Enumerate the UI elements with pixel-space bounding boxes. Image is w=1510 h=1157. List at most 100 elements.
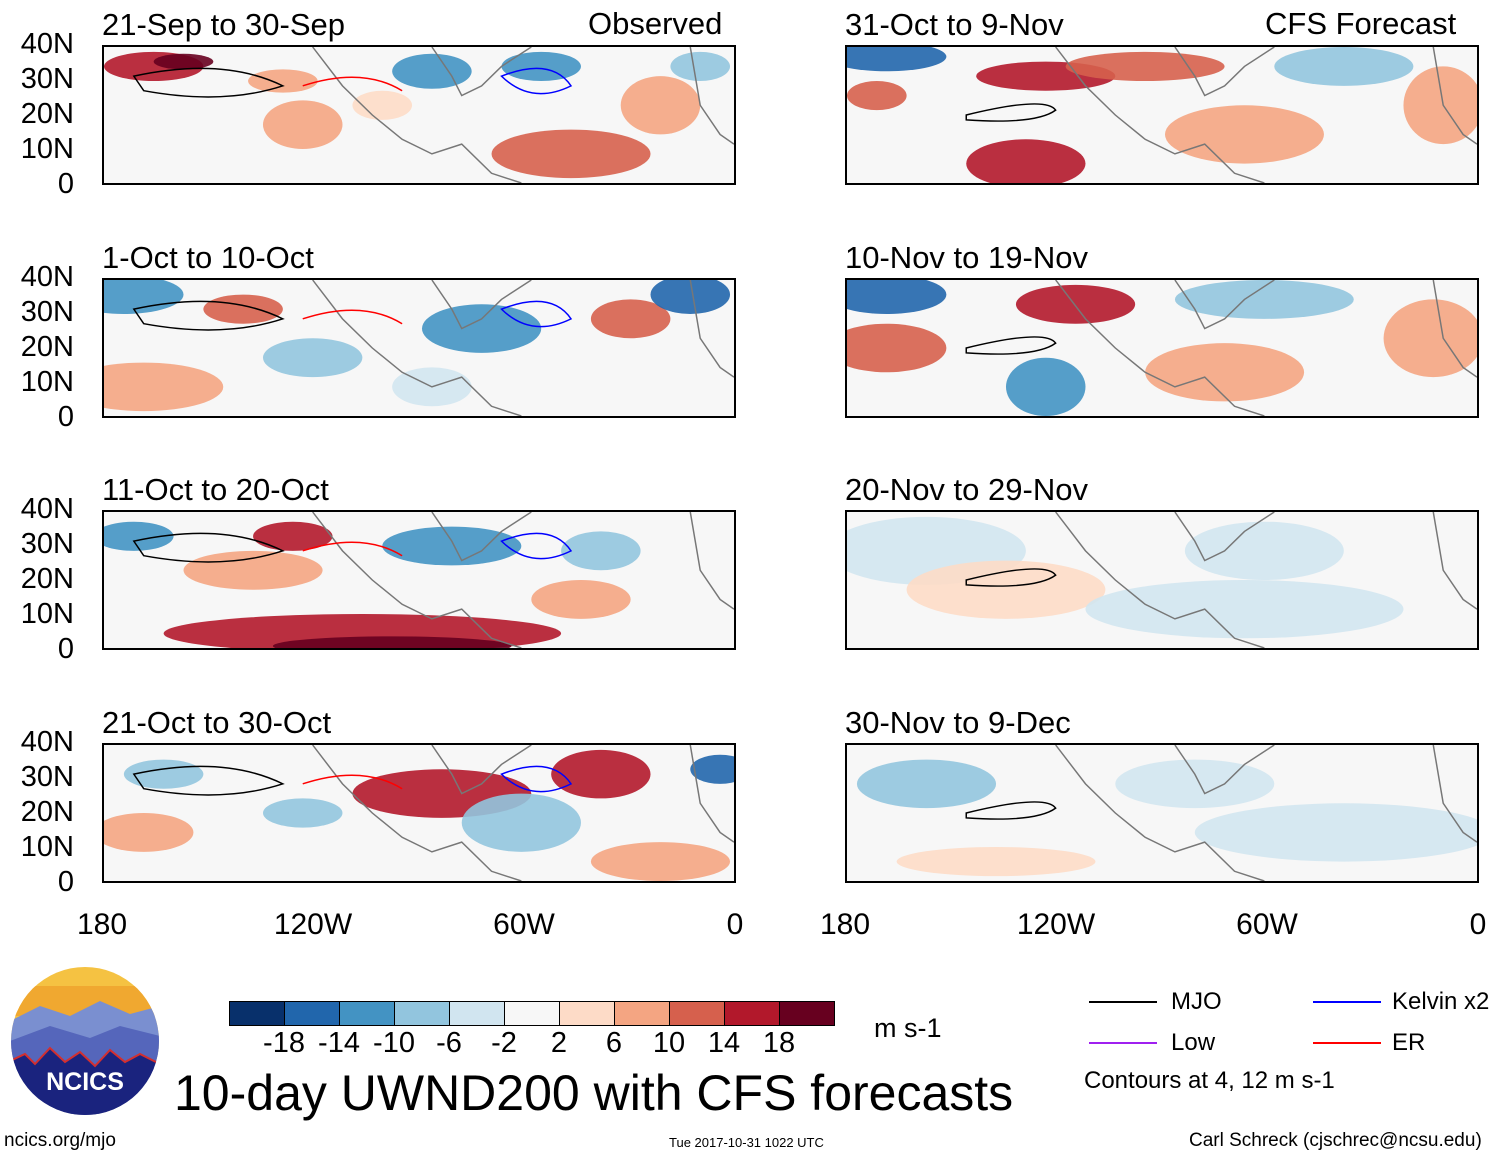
x-tick-label: 60W (1236, 908, 1298, 941)
wind-anomaly-region (153, 53, 214, 70)
mjo-contour (132, 765, 285, 796)
er-contour (302, 309, 403, 325)
colorbar-swatch (505, 1002, 560, 1025)
colorbar-swatch (340, 1002, 395, 1025)
legend-mjo: MJO (1171, 988, 1222, 1015)
map-panel (102, 45, 736, 185)
mjo-contour (965, 103, 1057, 122)
wind-anomaly-region (847, 280, 947, 314)
wind-anomaly-region (1274, 47, 1414, 86)
wind-anomaly-region (272, 636, 512, 648)
colorbar-units: m s-1 (874, 1013, 942, 1043)
er-contour (302, 774, 403, 790)
mjo-line (1089, 1001, 1157, 1003)
wind-anomaly-region (262, 338, 363, 378)
panel-title: 11-Oct to 20-Oct (102, 472, 329, 507)
y-tick-label: 30N (20, 761, 74, 793)
mjo-contour (965, 336, 1057, 355)
mjo-contour (965, 801, 1057, 820)
colorbar-label: 14 (707, 1027, 741, 1059)
wind-anomaly-region (551, 749, 651, 799)
kelvin-line (1313, 1001, 1381, 1003)
logo-text: NCICS (46, 1068, 124, 1096)
wind-anomaly-region (501, 51, 581, 81)
colorbar (229, 1001, 835, 1026)
y-tick-label: 30N (20, 528, 74, 560)
y-tick-label: 10N (20, 831, 74, 863)
coastline (312, 47, 734, 183)
wind-anomaly-region (1383, 299, 1477, 378)
wind-anomaly-region (561, 531, 641, 571)
footer-url[interactable]: ncics.org/mjo (4, 1130, 116, 1151)
cfs-forecast-label: CFS Forecast (1265, 6, 1457, 41)
wind-anomaly-region (352, 90, 413, 120)
x-tick-label: 120W (273, 908, 353, 941)
wind-anomaly-region (248, 69, 318, 93)
y-tick-label: 0 (57, 866, 74, 898)
coastline (312, 512, 734, 648)
er-contour (302, 76, 403, 92)
wind-anomaly-region (1085, 580, 1404, 639)
wind-anomaly-region (421, 304, 542, 353)
colorbar-label: -10 (373, 1027, 415, 1059)
mjo-contour (965, 568, 1057, 587)
y-tick-label: 40N (20, 28, 74, 60)
y-tick-label: 20N (20, 331, 74, 363)
coastline (1055, 47, 1477, 183)
y-tick-label: 30N (20, 296, 74, 328)
panel-title: 21-Sep to 30-Sep (102, 7, 346, 42)
kelvin-contour (500, 765, 573, 793)
coastline (312, 280, 734, 416)
x-tick-label: 180 (819, 908, 871, 941)
wind-anomaly-region (104, 521, 174, 551)
panel-title: 21-Oct to 30-Oct (102, 705, 332, 740)
wind-anomaly-region (896, 847, 1096, 877)
colorbar-label: 18 (762, 1027, 796, 1059)
wind-anomaly-region (491, 129, 651, 179)
colorbar-swatch (725, 1002, 780, 1025)
contour-note: Contours at 4, 12 m s-1 (1084, 1067, 1335, 1094)
wind-anomaly-region (590, 299, 671, 339)
coastline (1055, 512, 1477, 648)
legend-kelvin: Kelvin x2 (1392, 988, 1490, 1015)
wind-anomaly-region (620, 76, 701, 135)
colorbar-swatch (230, 1002, 285, 1025)
legend-er: ER (1392, 1029, 1426, 1056)
wind-anomaly-region (262, 798, 343, 828)
mjo-contour (132, 532, 285, 563)
panel-title: 20-Nov to 29-Nov (845, 472, 1088, 507)
panel-title: 10-Nov to 19-Nov (845, 240, 1088, 275)
panel-title: 30-Nov to 9-Dec (845, 705, 1071, 740)
wind-anomaly-region (104, 280, 184, 314)
kelvin-contour (500, 67, 573, 95)
colorbar-swatch (615, 1002, 670, 1025)
x-tick-label: 60W (493, 908, 555, 941)
y-tick-label: 20N (20, 796, 74, 828)
mjo-contour (132, 67, 285, 98)
colorbar-swatch (285, 1002, 340, 1025)
wind-anomaly-region (1184, 521, 1344, 580)
x-tick-label: 0 (1469, 908, 1487, 941)
panel-title: 1-Oct to 10-Oct (102, 240, 314, 275)
wind-anomaly-region (1015, 284, 1136, 324)
er-contour (302, 541, 403, 557)
coastline (1055, 280, 1477, 416)
wind-anomaly-region (1145, 343, 1305, 402)
wind-anomaly-region (253, 521, 333, 551)
wind-anomaly-region (382, 526, 522, 566)
observed-label: Observed (588, 6, 723, 41)
wind-anomaly-region (847, 323, 947, 373)
colorbar-label: -18 (263, 1027, 305, 1059)
y-tick-label: 40N (20, 493, 74, 525)
wind-anomaly-region (461, 793, 581, 852)
wind-anomaly-region (590, 842, 731, 881)
wind-anomaly-region (262, 100, 343, 149)
x-tick-label: 0 (726, 908, 744, 941)
map-panel (845, 278, 1479, 418)
wind-anomaly-region (531, 580, 631, 619)
wind-anomaly-region (1194, 803, 1477, 862)
colorbar-label: 2 (550, 1027, 568, 1059)
wind-anomaly-region (203, 294, 283, 324)
colorbar-label: -2 (491, 1027, 517, 1059)
wind-anomaly-region (183, 550, 323, 590)
